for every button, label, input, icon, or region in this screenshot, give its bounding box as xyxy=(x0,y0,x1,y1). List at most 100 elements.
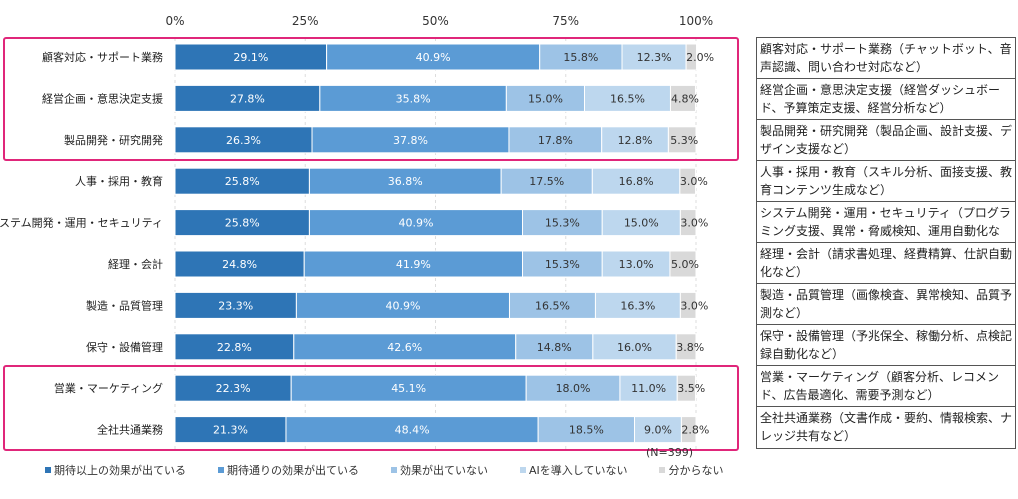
data-label: 15.3% xyxy=(545,217,580,230)
description-row: 経理・会計（請求書処理、経費精算、仕訳自動化など） xyxy=(757,243,1015,284)
data-label: 25.8% xyxy=(225,175,260,188)
bar-segment xyxy=(508,291,596,319)
data-label: 21.3% xyxy=(213,424,248,437)
data-label: 15.3% xyxy=(545,258,580,271)
bar-segment xyxy=(319,84,507,112)
bar-segment xyxy=(295,291,510,319)
description-row: 製造・品質管理（画像検査、異常検知、品質予測など） xyxy=(757,284,1015,325)
legend-item: 効果が出ていない xyxy=(391,462,488,478)
legend-swatch xyxy=(45,467,51,473)
data-label: 9.0% xyxy=(644,424,672,437)
data-label: 12.3% xyxy=(637,51,672,64)
bar-segment xyxy=(679,167,696,195)
stacked-bar-chart: 0% 25% 50% 75% 100% 顧客対応・サポート業務 29.1% 40.9% 15.8… xyxy=(0,14,714,450)
data-label: 17.5% xyxy=(529,175,564,188)
data-label: 3.0% xyxy=(680,175,708,188)
legend-item: 分からない xyxy=(659,462,723,478)
data-label: 27.8% xyxy=(230,92,265,105)
data-label: 3.8% xyxy=(676,341,704,354)
data-label: 15.8% xyxy=(563,51,598,64)
legend-label: AIを導入していない xyxy=(529,464,628,477)
x-tick-label: 75% xyxy=(552,14,579,28)
bar-segment xyxy=(515,333,594,361)
bar-segment xyxy=(505,84,586,112)
bar-segment xyxy=(676,374,696,402)
bar-segment xyxy=(679,209,697,237)
data-label: 4.8% xyxy=(671,92,699,105)
data-label: 37.8% xyxy=(393,134,428,147)
x-tick-label: 50% xyxy=(422,14,449,28)
data-label: 3.0% xyxy=(680,217,708,230)
data-label: 18.5% xyxy=(569,424,604,437)
category-label: 人事・採用・教育 xyxy=(75,174,163,188)
data-label: 22.8% xyxy=(217,341,252,354)
description-row: 経営企画・意思決定支援（経営ダッシュボード、予算策定支援、経営分析など） xyxy=(757,79,1015,120)
data-label: 22.3% xyxy=(216,382,251,395)
bar-segment xyxy=(592,333,677,361)
category-label: 経理・会計 xyxy=(108,257,163,271)
bar-segment xyxy=(174,250,305,278)
bar-segment xyxy=(174,43,328,71)
bar-segment xyxy=(680,416,697,444)
bar-segment xyxy=(669,84,696,112)
bar-segment xyxy=(667,126,697,154)
bar-segment xyxy=(311,126,510,154)
description-row: 保守・設備管理（予兆保全、稼働分析、点検記録自動化など） xyxy=(757,325,1015,366)
category-label: 経営企画・意思決定支援 xyxy=(42,91,163,105)
bar-segment xyxy=(679,291,697,319)
bar-segment xyxy=(174,209,310,237)
data-label: 40.9% xyxy=(416,51,451,64)
legend-swatch xyxy=(218,467,224,473)
legend-swatch xyxy=(520,467,526,473)
data-label: 25.8% xyxy=(225,217,260,230)
bar-segment xyxy=(584,84,671,112)
legend-item: 期待以上の効果が出ている xyxy=(45,462,186,478)
data-label: 16.8% xyxy=(619,175,654,188)
data-label: 42.6% xyxy=(387,341,422,354)
data-label: 16.3% xyxy=(620,299,655,312)
data-label: 16.5% xyxy=(535,299,570,312)
description-table: 顧客対応・サポート業務（チャットボット、音声認識、問い合わせ対応など） 経営企画・… xyxy=(756,37,1016,449)
category-label: 製造・品質管理 xyxy=(86,298,163,312)
highlight-box-bottom xyxy=(3,365,739,451)
legend: 期待以上の効果が出ている 期待通りの効果が出ている 効果が出ていない AIを導入してい… xyxy=(45,462,755,478)
category-label: 全社共通業務 xyxy=(97,423,163,437)
bar-segment xyxy=(669,250,697,278)
data-label: 16.5% xyxy=(610,92,645,105)
category-label: 保守・設備管理 xyxy=(86,340,163,354)
data-label: 12.8% xyxy=(618,134,653,147)
bar-segment xyxy=(174,374,292,402)
data-label: 41.9% xyxy=(396,258,431,271)
bar-segment xyxy=(601,126,669,154)
data-label: 5.3% xyxy=(670,134,698,147)
category-label: 営業・マーケティング xyxy=(54,381,163,395)
bar-segment xyxy=(522,250,603,278)
data-label: 17.8% xyxy=(538,134,573,147)
bar-segment xyxy=(508,126,603,154)
category-label: 製品開発・研究開発 xyxy=(64,133,163,147)
data-label: 24.8% xyxy=(222,258,257,271)
data-label: 48.4% xyxy=(395,424,430,437)
bar-segment xyxy=(525,374,621,402)
data-label: 2.0% xyxy=(686,51,714,64)
legend-label: 期待以上の効果が出ている xyxy=(54,464,186,477)
legend-label: 期待通りの効果が出ている xyxy=(227,464,359,477)
data-label: 5.0% xyxy=(671,258,699,271)
data-label: 45.1% xyxy=(391,382,426,395)
data-label: 40.9% xyxy=(385,299,420,312)
data-label: 16.0% xyxy=(617,341,652,354)
legend-label: 分からない xyxy=(668,464,724,477)
bar-segment xyxy=(174,291,297,319)
legend-swatch xyxy=(659,467,666,473)
legend-item: AIを導入していない xyxy=(520,462,627,478)
bar-segment xyxy=(685,43,698,71)
bar-segment xyxy=(601,250,671,278)
description-row: 製品開発・研究開発（製品企画、設計支援、デザイン支援など） xyxy=(757,120,1015,161)
bar-segment xyxy=(619,374,678,402)
sample-size-note: (N=399) xyxy=(646,446,694,459)
data-label: 15.0% xyxy=(528,92,563,105)
data-label: 40.9% xyxy=(398,217,433,230)
x-tick-label: 0% xyxy=(165,14,184,28)
x-tick-label: 100% xyxy=(679,14,713,28)
data-label: 3.0% xyxy=(680,299,708,312)
